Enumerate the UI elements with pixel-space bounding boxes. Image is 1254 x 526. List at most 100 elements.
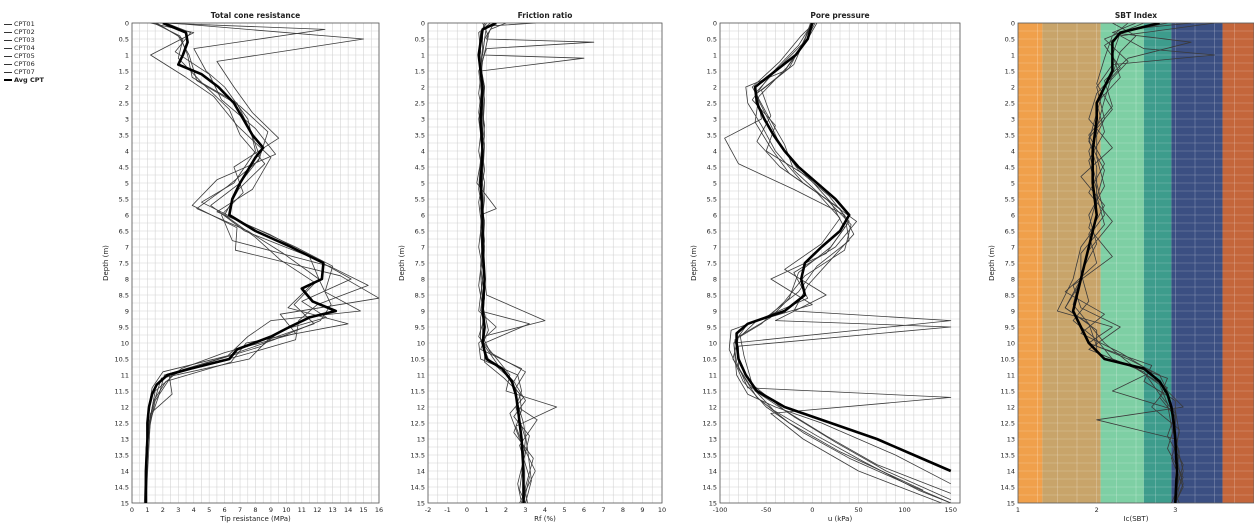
series-line-cpt01 xyxy=(145,23,361,503)
y-tick-label: 14 xyxy=(417,467,425,475)
legend-label: CPT04 xyxy=(14,44,35,52)
chart-panel: 00.511.522.533.544.555.566.577.588.599.5… xyxy=(988,11,1254,523)
legend-item: CPT06 xyxy=(4,60,44,68)
y-axis-label: Depth (m) xyxy=(102,245,110,281)
legend-label: CPT02 xyxy=(14,28,35,36)
y-tick-label: 6.5 xyxy=(119,227,129,235)
series-line-cpt04 xyxy=(145,23,320,503)
y-tick-label: 9 xyxy=(421,307,425,315)
y-tick-label: 8.5 xyxy=(707,291,717,299)
legend-label: CPT01 xyxy=(14,20,35,28)
legend-label: CPT06 xyxy=(14,60,35,68)
series-line-cpt02 xyxy=(143,23,352,503)
y-tick-label: 3 xyxy=(125,115,129,123)
legend-item: CPT07 xyxy=(4,68,44,76)
x-tick-label: 0 xyxy=(130,506,134,514)
legend-swatch xyxy=(4,23,12,25)
y-tick-label: 0.5 xyxy=(1005,35,1015,43)
y-tick-label: 1.5 xyxy=(415,67,425,75)
legend-item: Avg CPT xyxy=(4,76,44,84)
y-tick-label: 8 xyxy=(125,275,129,283)
x-tick-label: 7 xyxy=(238,506,242,514)
y-tick-label: 14 xyxy=(1007,467,1015,475)
x-tick-label: 6 xyxy=(582,506,586,514)
x-tick-label: 16 xyxy=(375,506,383,514)
y-tick-label: 0 xyxy=(421,19,425,27)
x-tick-label: 5 xyxy=(562,506,566,514)
sbt-zone xyxy=(1143,23,1172,503)
x-axis-label: Rf (%) xyxy=(534,515,556,523)
y-tick-label: 6 xyxy=(1011,211,1015,219)
y-tick-label: 1.5 xyxy=(1005,67,1015,75)
plot-frame xyxy=(131,22,380,504)
y-tick-label: 8 xyxy=(713,275,717,283)
y-tick-label: 3.5 xyxy=(1005,131,1015,139)
y-tick-label: 12 xyxy=(417,403,425,411)
y-tick-label: 12 xyxy=(1007,403,1015,411)
y-tick-label: 6 xyxy=(713,211,717,219)
y-tick-label: 8 xyxy=(1011,275,1015,283)
x-tick-label: 1 xyxy=(484,506,488,514)
y-tick-label: 12.5 xyxy=(411,419,425,427)
legend-item: CPT01 xyxy=(4,20,44,28)
x-tick-label: 4 xyxy=(543,506,547,514)
x-tick-label: 14 xyxy=(344,506,352,514)
series-group xyxy=(724,23,952,503)
x-tick-label: 11 xyxy=(298,506,306,514)
legend-swatch xyxy=(4,47,12,49)
y-tick-label: 7 xyxy=(125,243,129,251)
y-tick-label: 11.5 xyxy=(115,387,129,395)
y-tick-label: 1 xyxy=(125,51,129,59)
y-tick-label: 7 xyxy=(1011,243,1015,251)
series-line-avg-cpt xyxy=(1071,23,1179,503)
y-tick-label: 0.5 xyxy=(415,35,425,43)
x-tick-label: 9 xyxy=(269,506,273,514)
y-tick-label: 7.5 xyxy=(415,259,425,267)
y-tick-label: 4.5 xyxy=(415,163,425,171)
chart-title: Friction ratio xyxy=(518,11,573,20)
chart-panel: 00.511.522.533.544.555.566.577.588.599.5… xyxy=(690,11,961,523)
y-tick-label: 3 xyxy=(713,115,717,123)
x-tick-label: 0 xyxy=(465,506,469,514)
y-tick-label: 0.5 xyxy=(119,35,129,43)
y-tick-label: 7 xyxy=(713,243,717,251)
y-tick-label: 13.5 xyxy=(411,451,425,459)
chart-title: Pore pressure xyxy=(810,11,869,20)
sbt-zone xyxy=(1042,23,1101,503)
x-tick-label: -2 xyxy=(425,506,431,514)
y-tick-label: 5.5 xyxy=(1005,195,1015,203)
y-tick-label: 2.5 xyxy=(1005,99,1015,107)
legend-label: CPT03 xyxy=(14,36,35,44)
y-tick-label: 12.5 xyxy=(1001,419,1015,427)
y-tick-label: 10 xyxy=(417,339,425,347)
y-tick-label: 7.5 xyxy=(707,259,717,267)
series-line-cpt06 xyxy=(734,23,951,501)
x-axis-label: u (kPa) xyxy=(828,515,853,523)
y-tick-label: 1 xyxy=(713,51,717,59)
series-line-cpt03 xyxy=(145,23,369,503)
y-tick-label: 10 xyxy=(1007,339,1015,347)
legend-swatch xyxy=(4,63,12,65)
y-tick-label: 11.5 xyxy=(703,387,717,395)
x-tick-label: 3 xyxy=(1173,506,1177,514)
x-tick-label: 50 xyxy=(854,506,862,514)
y-tick-label: 7.5 xyxy=(1005,259,1015,267)
y-tick-label: 13 xyxy=(121,435,129,443)
x-tick-label: 4 xyxy=(192,506,196,514)
y-tick-label: 8.5 xyxy=(119,291,129,299)
y-tick-label: 9 xyxy=(125,307,129,315)
y-tick-label: 9 xyxy=(1011,307,1015,315)
y-tick-label: 4.5 xyxy=(707,163,717,171)
legend-item: CPT05 xyxy=(4,52,44,60)
series-line-cpt05 xyxy=(1072,23,1184,503)
y-tick-label: 6.5 xyxy=(1005,227,1015,235)
y-tick-label: 12.5 xyxy=(115,419,129,427)
chart-panel: 00.511.522.533.544.555.566.577.588.599.5… xyxy=(102,11,383,523)
series-group xyxy=(143,23,379,503)
x-tick-label: -100 xyxy=(713,506,728,514)
plot-frame xyxy=(427,22,663,504)
legend-label: CPT07 xyxy=(14,68,35,76)
y-tick-label: 5 xyxy=(713,179,717,187)
y-tick-label: 13.5 xyxy=(1001,451,1015,459)
series-group xyxy=(1056,23,1216,503)
